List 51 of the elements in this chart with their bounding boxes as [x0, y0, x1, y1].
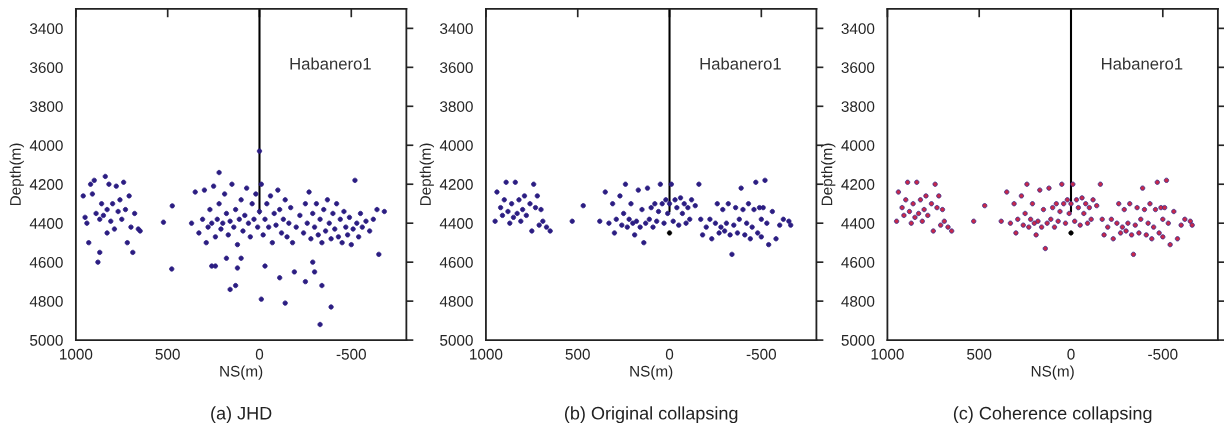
x-tick-label: -500 — [1148, 348, 1178, 360]
y-tick-label: 3800 — [841, 101, 875, 112]
y-tick-label: 4200 — [29, 179, 63, 190]
y-tick-label: 4400 — [439, 218, 473, 229]
x-tick-label: 0 — [1067, 348, 1075, 360]
x-tick-label: 500 — [155, 348, 180, 360]
y-tick-label: 3800 — [29, 101, 63, 112]
y-tick-label: 4000 — [439, 140, 473, 151]
x-tick-label: 0 — [255, 348, 264, 360]
text: (a) JHD — [211, 406, 272, 423]
x-tick-label: 500 — [565, 348, 590, 360]
y-tick-label: 4600 — [439, 257, 473, 268]
y-tick-label: 5000 — [841, 334, 875, 346]
y-tick-label: 4400 — [29, 218, 63, 229]
x-tick-label: 1000 — [871, 348, 904, 360]
y-axis-title: Depth(m) — [419, 143, 434, 206]
y-tick-label: 5000 — [30, 334, 63, 346]
annotation: Habanero1 — [700, 57, 781, 70]
y-tick-label: 4800 — [841, 295, 875, 307]
y-tick-label: 3600 — [440, 62, 473, 74]
y-tick-label: 4000 — [29, 140, 63, 151]
annotation: Habanero1 — [290, 57, 371, 70]
text: (c) Coherence collapsing — [953, 406, 1152, 423]
x-axis-title: NS(m) — [1031, 365, 1074, 380]
y-tick-label: 4800 — [439, 295, 473, 307]
x-tick-label: 500 — [967, 348, 992, 360]
x-axis-title: NS(m) — [630, 365, 673, 380]
y-tick-label: 3600 — [841, 62, 875, 74]
y-tick-label: 4800 — [29, 295, 63, 307]
x-tick-label: 1000 — [60, 348, 93, 360]
x-axis-title: NS(m) — [220, 365, 263, 380]
x-tick-label: 1000 — [470, 348, 503, 360]
x-tick-label: -500 — [336, 348, 366, 360]
y-axis-title: Depth(m) — [9, 143, 24, 206]
y-tick-label: 4600 — [29, 257, 63, 268]
y-tick-label: 3600 — [29, 62, 63, 74]
y-tick-label: 5000 — [440, 334, 473, 346]
y-tick-label: 4200 — [841, 179, 875, 190]
x-tick-label: -500 — [746, 348, 777, 360]
y-tick-label: 3800 — [440, 101, 473, 112]
annotation: Habanero1 — [1102, 57, 1183, 70]
x-tick-label: 0 — [665, 348, 674, 360]
y-tick-label: 3400 — [841, 23, 875, 35]
y-tick-label: 4400 — [841, 218, 875, 229]
y-tick-label: 4000 — [841, 140, 875, 151]
y-tick-label: 3400 — [29, 23, 63, 35]
y-tick-label: 4200 — [439, 179, 473, 190]
y-tick-label: 3400 — [440, 23, 473, 35]
y-axis-title: Depth(m) — [821, 143, 836, 206]
y-tick-label: 4600 — [841, 257, 875, 268]
text: (b) Original collapsing — [564, 406, 738, 423]
